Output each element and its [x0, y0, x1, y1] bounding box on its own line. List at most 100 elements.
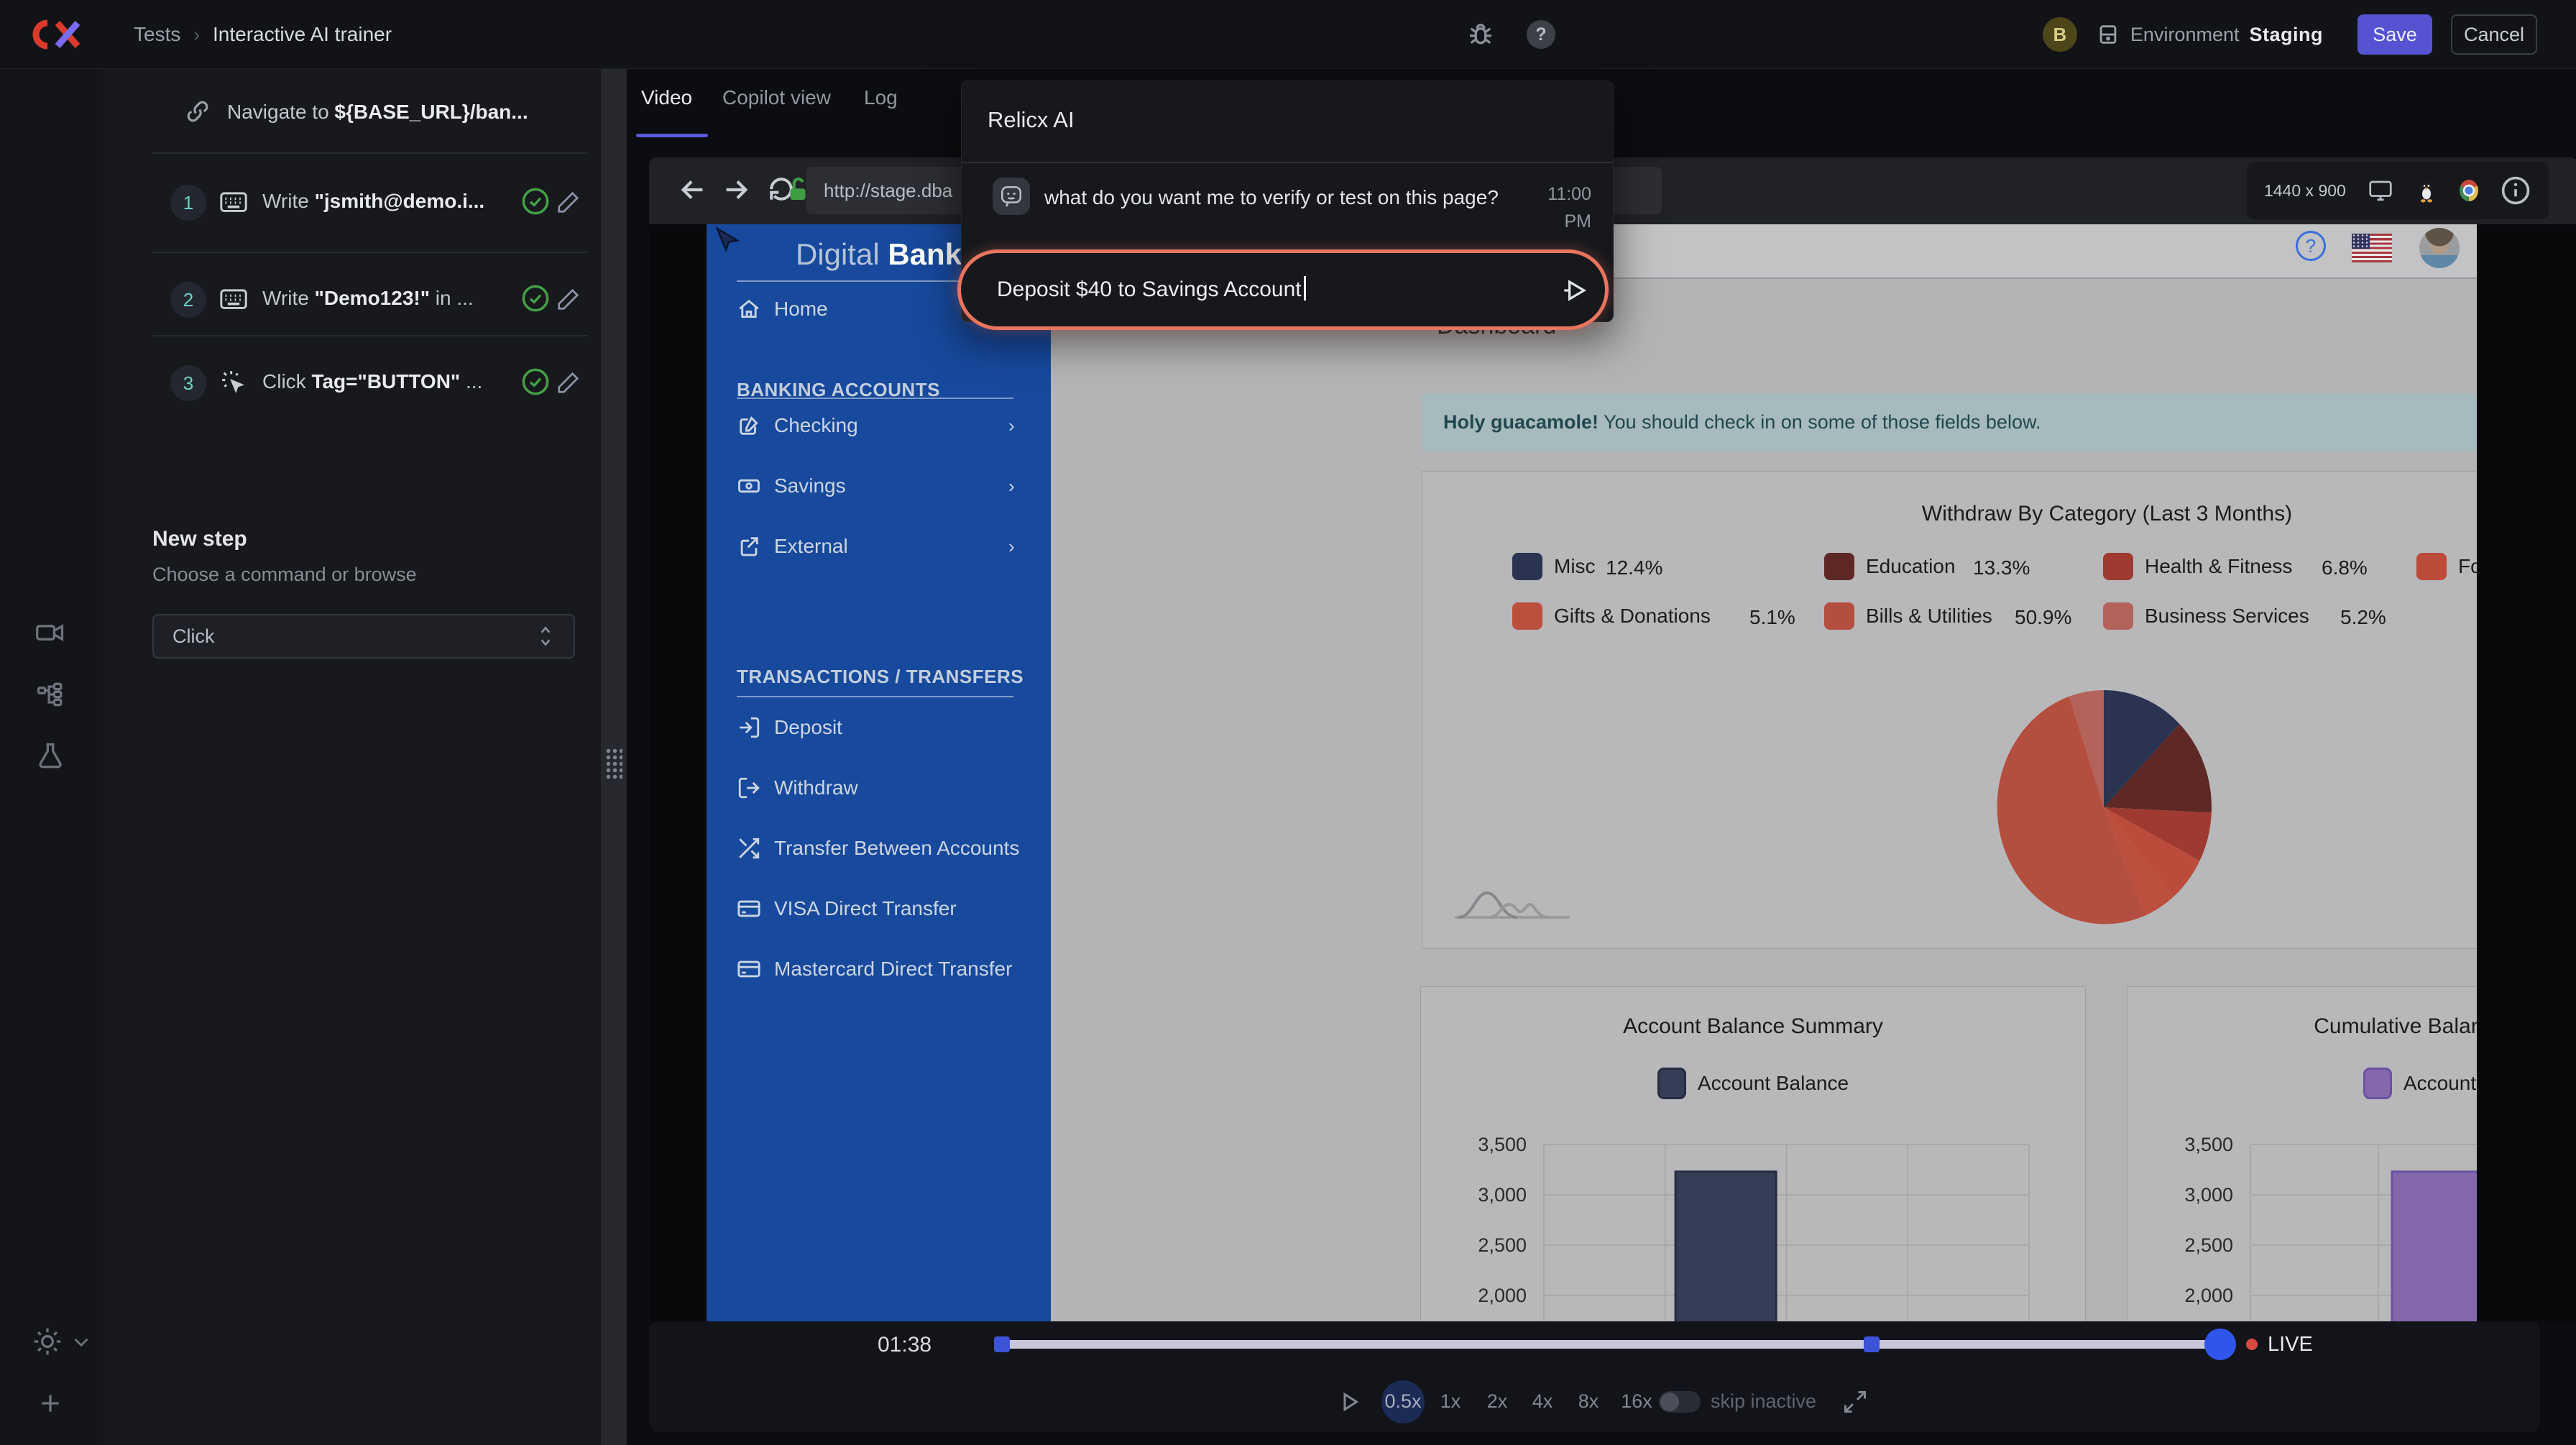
svg-text:2,500: 2,500 — [1478, 1234, 1527, 1256]
cancel-button[interactable]: Cancel — [2451, 14, 2537, 55]
speed-option-0.5x[interactable]: 0.5x — [1384, 1390, 1421, 1413]
bank-sidebar: Digital Bank Home BANKING ACCOUNTS Check… — [707, 224, 1051, 1321]
sidebar-item-withdraw[interactable]: Withdraw — [707, 765, 1051, 811]
server-icon — [2096, 22, 2120, 47]
flask-icon[interactable] — [34, 740, 66, 772]
info-icon[interactable] — [2500, 175, 2531, 206]
resolution-text: 1440 x 900 — [2264, 181, 2346, 201]
sidebar-item-label: Savings — [774, 474, 846, 497]
sparkline-icon — [1451, 883, 1573, 926]
play-icon[interactable] — [1336, 1389, 1362, 1415]
add-plus-icon[interactable] — [36, 1389, 65, 1418]
step-success-icon — [520, 186, 551, 216]
fullscreen-expand-icon[interactable] — [1842, 1389, 1868, 1415]
steps-panel: Navigate to ${BASE_URL}/ban... 1 Write "… — [104, 69, 601, 1445]
skip-inactive-label: skip inactive — [1711, 1390, 1816, 1413]
speed-option-8x[interactable]: 8x — [1578, 1390, 1599, 1413]
timeline-marker[interactable] — [994, 1336, 1010, 1352]
flow-tree-icon[interactable] — [34, 679, 66, 710]
sidebar-item-deposit[interactable]: Deposit — [707, 705, 1051, 751]
insecure-lock-icon — [783, 175, 813, 205]
step-number-badge: 2 — [170, 282, 206, 318]
bar — [2392, 1172, 2477, 1321]
chat-bot-icon — [993, 178, 1030, 215]
sidebar-item-transfer-between-accounts[interactable]: Transfer Between Accounts — [707, 825, 1051, 871]
new-step-subtitle: Choose a command or browse — [152, 564, 417, 586]
timeline-marker[interactable] — [1864, 1336, 1880, 1352]
step-row-2[interactable]: 2 Write "Demo123!" in ... — [104, 253, 601, 347]
step-row-3[interactable]: 3 Click Tag="BUTTON" ... — [104, 336, 601, 430]
sidebar-item-label: External — [774, 535, 848, 558]
save-button[interactable]: Save — [2358, 14, 2432, 55]
send-icon[interactable] — [1559, 275, 1591, 306]
timeline-thumb[interactable] — [2204, 1329, 2236, 1360]
environment-selector[interactable]: Environment Staging — [2096, 22, 2323, 47]
page-user-avatar[interactable] — [2419, 228, 2460, 268]
settings-gear-icon[interactable] — [32, 1326, 63, 1357]
chevron-right-icon: › — [1008, 536, 1015, 558]
sidebar-item-label: Home — [774, 298, 828, 321]
back-icon[interactable] — [676, 173, 709, 206]
step-number-badge: 3 — [170, 365, 206, 401]
chevron-down-icon[interactable] — [69, 1330, 93, 1354]
sign-out-icon — [737, 776, 761, 800]
speed-option-4x[interactable]: 4x — [1532, 1390, 1553, 1413]
svg-text:3,000: 3,000 — [2184, 1184, 2233, 1206]
chevron-right-icon: › — [1008, 475, 1015, 497]
sidebar-item-label: Mastercard Direct Transfer — [774, 958, 1012, 981]
step-navigate[interactable]: Navigate to ${BASE_URL}/ban... — [104, 70, 601, 152]
svg-text:3,500: 3,500 — [1478, 1134, 1527, 1155]
bank-brand-light: Digital — [796, 237, 888, 271]
speed-option-2x[interactable]: 2x — [1487, 1390, 1508, 1413]
sidebar-item-label: VISA Direct Transfer — [774, 897, 957, 920]
skip-inactive-toggle[interactable] — [1659, 1391, 1701, 1413]
forward-icon[interactable] — [719, 173, 753, 206]
speed-option-16x[interactable]: 16x — [1621, 1390, 1652, 1413]
sidebar-item-mastercard-direct-transfer[interactable]: Mastercard Direct Transfer — [707, 946, 1051, 992]
sidebar-item-label: Withdraw — [774, 776, 858, 799]
credit-card-icon — [737, 896, 761, 921]
step-text-prefix: Write — [262, 287, 315, 309]
sidebar-item-visa-direct-transfer[interactable]: VISA Direct Transfer — [707, 886, 1051, 932]
edit-square-icon — [737, 413, 761, 438]
live-dot-icon — [2246, 1339, 2258, 1350]
sign-in-icon — [737, 715, 761, 740]
sidebar-item-label: Deposit — [774, 716, 842, 739]
chrome-browser-icon — [2460, 180, 2478, 201]
new-step-command-value: Click — [172, 625, 215, 648]
new-step-command-select[interactable]: Click — [152, 614, 575, 659]
tab-copilot-view[interactable]: Copilot view — [722, 86, 831, 109]
speed-option-1x[interactable]: 1x — [1440, 1390, 1461, 1413]
step-row-1[interactable]: 1 Write "jsmith@demo.i... — [104, 154, 601, 252]
us-flag-icon[interactable] — [2352, 234, 2392, 262]
step-text-suffix: ... — [460, 370, 482, 393]
message-timestamp: 11:00PM — [1527, 180, 1591, 235]
step-edit-pencil-icon[interactable] — [556, 369, 582, 395]
timeline-track[interactable] — [998, 1340, 2214, 1349]
mouse-cursor-icon — [711, 226, 741, 259]
step-edit-pencil-icon[interactable] — [556, 285, 582, 311]
sidebar-item-checking[interactable]: Checking › — [707, 403, 1051, 449]
video-camera-icon[interactable] — [34, 617, 66, 648]
cx-logo[interactable] — [26, 16, 91, 53]
breadcrumb-tests[interactable]: Tests — [134, 23, 180, 46]
user-avatar[interactable]: B — [2043, 17, 2077, 52]
step-edit-pencil-icon[interactable] — [556, 188, 582, 214]
sidebar-item-savings[interactable]: Savings › — [707, 463, 1051, 509]
debug-bug-icon[interactable] — [1466, 20, 1495, 49]
live-label[interactable]: LIVE — [2268, 1333, 2313, 1357]
panel-resize-handle[interactable] — [601, 69, 627, 1445]
tab-video[interactable]: Video — [641, 86, 692, 109]
keyboard-icon — [219, 287, 248, 313]
top-bar: Tests › Interactive AI trainer ? B Envir… — [0, 0, 2576, 69]
step-text-bold: Tag="BUTTON" — [311, 370, 460, 393]
click-icon — [219, 368, 248, 397]
sidebar-item-external[interactable]: External › — [707, 523, 1051, 569]
tab-log[interactable]: Log — [864, 86, 898, 109]
app-root: Tests › Interactive AI trainer ? B Envir… — [0, 0, 2576, 1445]
monitor-icon[interactable] — [2368, 178, 2393, 203]
page-help-icon[interactable]: ? — [2296, 231, 2326, 261]
ai-command-input[interactable]: Deposit $40 to Savings Account — [997, 276, 1306, 302]
help-icon[interactable]: ? — [1527, 20, 1555, 49]
breadcrumb-separator-icon: › — [193, 24, 200, 46]
